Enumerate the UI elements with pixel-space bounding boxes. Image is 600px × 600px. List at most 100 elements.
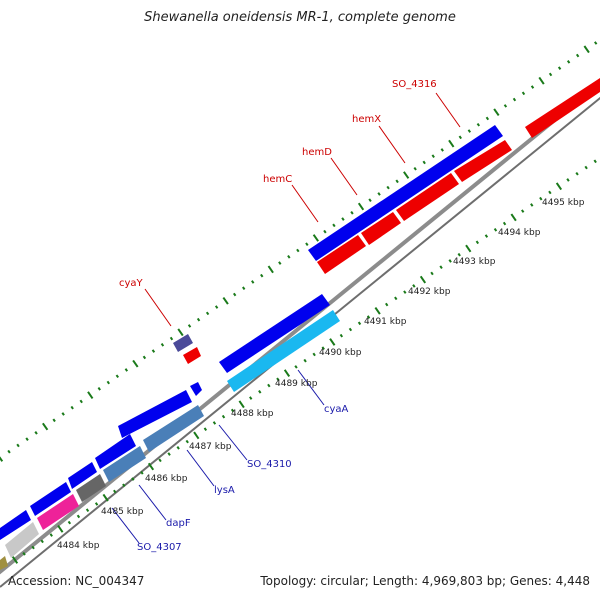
kbp-label: 4494 kbp xyxy=(498,228,541,238)
minor-tick xyxy=(140,470,144,475)
minor-tick xyxy=(214,305,219,309)
kbp-label: 4488 kbp xyxy=(231,409,274,419)
kbp-label: 4489 kbp xyxy=(275,379,318,389)
minor-tick xyxy=(160,343,165,347)
accession-text: Accession: NC_004347 xyxy=(8,574,145,588)
gene-feature[interactable] xyxy=(143,405,204,452)
major-tick xyxy=(538,76,545,85)
major-tick xyxy=(238,400,245,409)
gene-feature[interactable] xyxy=(30,482,71,516)
major-tick xyxy=(510,213,517,222)
minor-tick xyxy=(278,261,282,265)
gene-feature[interactable] xyxy=(118,390,192,438)
gene-feature[interactable] xyxy=(227,310,340,392)
major-tick xyxy=(312,234,320,242)
major-tick xyxy=(222,296,229,305)
minor-tick xyxy=(67,520,72,525)
minor-tick xyxy=(548,72,553,77)
minor-tick xyxy=(377,192,381,196)
minor-tick xyxy=(70,405,74,410)
kbp-label: 4484 kbp xyxy=(57,541,100,551)
kbp-label: 4487 kbp xyxy=(189,442,232,452)
minor-tick xyxy=(412,284,416,288)
gene-feature[interactable] xyxy=(68,462,97,489)
gene-label-hemc[interactable]: hemC xyxy=(263,174,292,185)
leader-hemc xyxy=(291,184,319,223)
major-tick xyxy=(329,338,336,346)
gene-feature[interactable] xyxy=(183,347,201,364)
gene-label-hemd[interactable]: hemD xyxy=(302,147,332,158)
gene-feature[interactable] xyxy=(219,294,330,373)
minor-tick xyxy=(593,159,597,164)
gene-label-hemx[interactable]: hemX xyxy=(352,114,381,125)
minor-tick xyxy=(503,104,508,108)
minor-tick xyxy=(439,265,443,269)
gene-feature[interactable] xyxy=(525,78,600,138)
major-tick xyxy=(0,456,4,462)
gene-feature[interactable] xyxy=(308,125,503,261)
minor-tick xyxy=(332,223,336,228)
gene-feature[interactable] xyxy=(37,494,79,530)
gene-feature[interactable] xyxy=(0,510,31,540)
major-tick xyxy=(87,391,94,399)
minor-tick xyxy=(221,414,226,419)
gene-label-so4307[interactable]: SO_4307 xyxy=(137,542,182,553)
major-tick xyxy=(374,306,381,315)
minor-tick xyxy=(185,439,189,444)
minor-tick xyxy=(557,66,562,70)
major-tick xyxy=(267,265,274,274)
minor-tick xyxy=(448,259,452,263)
gene-feature[interactable] xyxy=(0,556,8,570)
gene-feature[interactable] xyxy=(173,334,193,352)
minor-tick xyxy=(395,179,399,184)
minor-tick xyxy=(169,336,174,341)
minor-tick xyxy=(323,229,327,234)
gene-feature[interactable] xyxy=(95,434,136,469)
gene-label-cyay[interactable]: cyaY xyxy=(119,278,144,289)
gene-label-cyaa[interactable]: cyaA xyxy=(324,404,349,415)
minor-tick xyxy=(341,217,345,221)
minor-tick xyxy=(575,171,579,176)
major-tick xyxy=(357,202,365,211)
gene-label-dapf[interactable]: dapF xyxy=(166,518,191,529)
minor-tick xyxy=(158,458,162,463)
minor-tick xyxy=(366,315,371,319)
gene-feature[interactable] xyxy=(396,173,459,221)
minor-tick xyxy=(484,234,489,238)
minor-tick xyxy=(276,377,280,382)
minor-tick xyxy=(205,311,210,316)
minor-tick xyxy=(230,408,235,413)
minor-tick xyxy=(530,203,534,207)
gene-feature[interactable] xyxy=(317,235,366,274)
gene-feature[interactable] xyxy=(454,140,512,182)
minor-tick xyxy=(457,252,461,257)
gene-feature[interactable] xyxy=(103,446,146,482)
minor-tick xyxy=(394,296,398,301)
gene-label-so4310[interactable]: SO_4310 xyxy=(247,459,292,470)
minor-tick xyxy=(493,228,498,232)
minor-tick xyxy=(530,85,535,89)
minor-tick xyxy=(196,317,201,322)
minor-tick xyxy=(76,514,81,519)
major-tick xyxy=(493,108,500,117)
gene-label-lysa[interactable]: lysA xyxy=(214,485,235,496)
minor-tick xyxy=(113,489,117,494)
gene-feature[interactable] xyxy=(5,522,39,558)
minor-tick xyxy=(467,129,472,133)
gene-feature[interactable] xyxy=(361,212,401,245)
minor-tick xyxy=(321,346,325,350)
major-tick xyxy=(583,45,590,54)
minor-tick xyxy=(413,166,417,171)
leader-so4310 xyxy=(218,424,248,461)
minor-tick xyxy=(176,446,180,450)
minor-tick xyxy=(85,508,90,512)
major-tick xyxy=(57,524,64,533)
major-tick xyxy=(555,182,563,191)
minor-tick xyxy=(430,271,434,276)
minor-tick xyxy=(305,242,309,247)
gene-feature[interactable] xyxy=(190,382,202,396)
gene-feature[interactable] xyxy=(76,474,106,502)
forward-strand-genes xyxy=(0,125,503,540)
gene-label-so4316[interactable]: SO_4316 xyxy=(392,79,437,90)
